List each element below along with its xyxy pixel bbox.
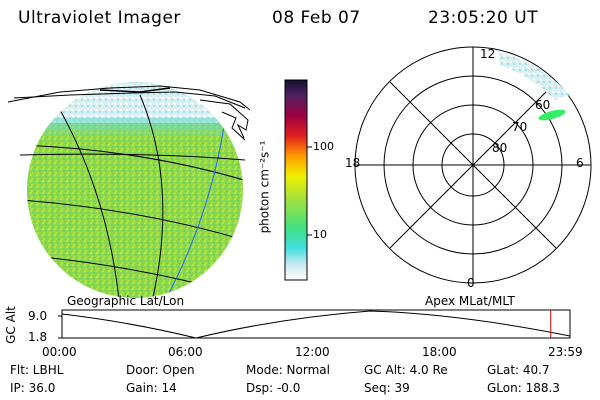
polar-lat-80: 80: [492, 141, 508, 155]
xtick-2359: 23:59: [548, 345, 583, 359]
altitude-tick-top: 9.0: [28, 309, 48, 323]
polar-hour-0: 0: [467, 276, 475, 290]
colorbar: [284, 79, 312, 281]
info-glon: GLon: 188.3: [487, 381, 560, 395]
geographic-label: Geographic Lat/Lon: [67, 294, 185, 308]
polar-lat-60: 60: [535, 98, 551, 112]
colorbar-tick-100: 100: [313, 140, 334, 153]
altitude-tick-bottom: 1.8: [28, 330, 48, 344]
xtick-1800: 18:00: [422, 345, 457, 359]
app-title: Ultraviolet Imager: [18, 8, 181, 28]
time-label: 23:05:20 UT: [428, 8, 539, 28]
polar-hour-18: 18: [345, 156, 361, 170]
globe-image: [7, 82, 251, 298]
altitude-plot: [58, 309, 571, 339]
info-ip: IP: 36.0: [10, 381, 56, 395]
apex-label: Apex MLat/MLT: [425, 294, 515, 308]
date-label: 08 Feb 07: [272, 8, 361, 28]
polar-plot: [354, 46, 592, 284]
colorbar-tick-10: 10: [313, 228, 327, 241]
info-gain: Gain: 14: [126, 381, 177, 395]
info-mode: Mode: Normal: [246, 363, 330, 377]
polar-hour-12: 12: [480, 47, 496, 61]
colorbar-label: photon cm⁻²s⁻¹: [257, 140, 272, 234]
altitude-ylabel: GC Alt: [3, 306, 18, 344]
polar-hour-6: 6: [576, 156, 584, 170]
info-flt: Flt: LBHL: [10, 363, 64, 377]
info-gcalt: GC Alt: 4.0 Re: [364, 363, 448, 377]
info-seq: Seq: 39: [364, 381, 410, 395]
xtick-1200: 12:00: [295, 345, 330, 359]
info-door: Door: Open: [126, 363, 195, 377]
info-glat: GLat: 40.7: [487, 363, 550, 377]
xtick-0600: 06:00: [168, 345, 203, 359]
xtick-0000: 00:00: [42, 345, 77, 359]
polar-lat-70: 70: [512, 120, 528, 134]
info-dsp: Dsp: -0.0: [246, 381, 301, 395]
polar-emission: [498, 52, 570, 121]
